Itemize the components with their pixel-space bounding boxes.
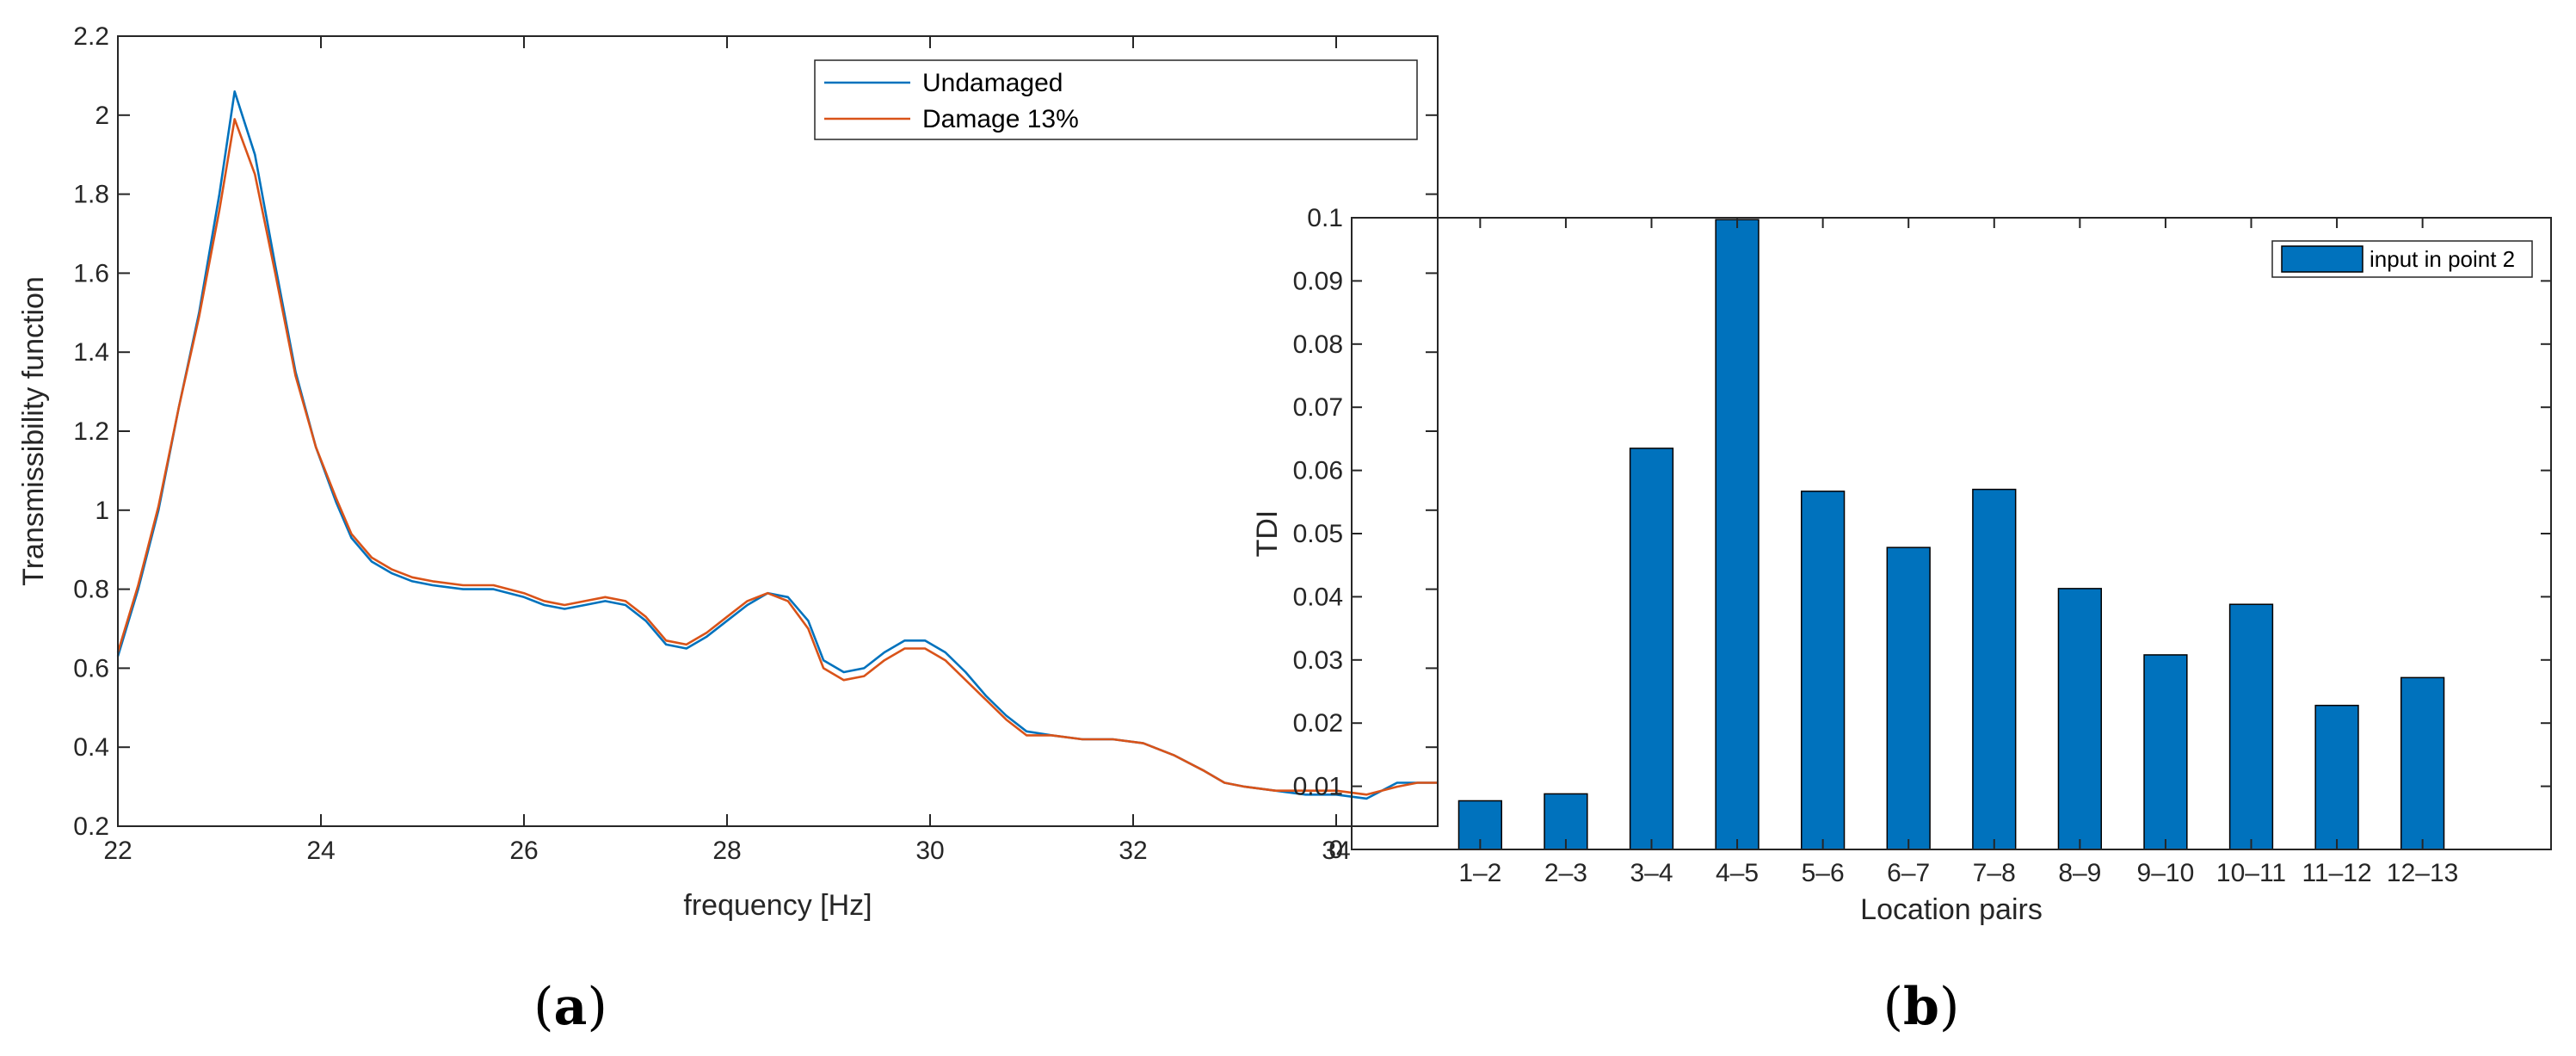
x-tick-label: 22 xyxy=(103,837,132,865)
x-tick-label: 24 xyxy=(306,837,335,865)
y-axis-label: TDI xyxy=(1251,510,1284,558)
x-axis-ticks: 1–2 2–3 3–4 4–5 5–6 6–7 7–8 8–9 9–10 10–11 11–12 12… xyxy=(1458,218,2458,887)
y-tick-label: 0.09 xyxy=(1293,267,1343,295)
y-axis-ticks: 0.2 0.4 0.6 0.8 1 1.2 1.4 1.6 1.8 2 2.2 xyxy=(73,22,1438,841)
y-tick-label: 0.2 xyxy=(73,812,109,841)
legend-swatch xyxy=(2281,245,2363,273)
x-tick-label: 4–5 xyxy=(1716,859,1759,887)
line-series-group xyxy=(116,90,1438,800)
bar-11–12 xyxy=(2314,704,2359,850)
x-axis-ticks: 22 24 26 28 30 32 34 xyxy=(103,36,1351,865)
x-tick-label: 8–9 xyxy=(2058,859,2101,887)
legend-box xyxy=(814,59,1418,140)
series-line-1 xyxy=(116,118,1438,796)
y-axis-label: Transmissibility function xyxy=(17,276,50,586)
x-tick-label: 1–2 xyxy=(1458,859,1501,887)
x-tick-label: 11–12 xyxy=(2302,859,2371,887)
bar-8–9 xyxy=(2057,588,2103,850)
x-tick-label: 3–4 xyxy=(1630,859,1673,887)
y-tick-label: 2.2 xyxy=(73,22,109,51)
panel-label-b: (b) xyxy=(1883,977,1960,1037)
tdi-bar-chart: 1–2 2–3 3–4 4–5 5–6 6–7 7–8 8–9 9–10 10–11 11–12 12… xyxy=(1251,204,2552,1037)
x-tick-label: 10–11 xyxy=(2216,859,2286,887)
legend: Undamaged Damage 13% xyxy=(814,59,1418,140)
x-tick-label: 7–8 xyxy=(1973,859,2016,887)
y-tick-label: 0.6 xyxy=(73,654,109,682)
y-tick-label: 0.8 xyxy=(73,576,109,604)
y-tick-label: 0 xyxy=(1328,836,1343,864)
bar-10–11 xyxy=(2228,603,2274,850)
y-tick-label: 1.8 xyxy=(73,181,109,209)
y-tick-label: 1.4 xyxy=(73,338,109,367)
y-tick-label: 0.04 xyxy=(1293,583,1343,611)
bar-12–13 xyxy=(2400,676,2445,850)
y-tick-label: 0.1 xyxy=(1307,204,1343,232)
bar-9–10 xyxy=(2143,654,2188,850)
y-tick-label: 1 xyxy=(95,497,109,525)
x-tick-label: 26 xyxy=(509,837,538,865)
y-axis-ticks: 0 0.01 0.02 0.03 0.04 0.05 0.06 0.07 0.08 0.09 0.1 xyxy=(1293,204,2551,864)
y-tick-label: 1.6 xyxy=(73,259,109,287)
x-tick-label: 34 xyxy=(1322,837,1350,865)
x-axis-label: frequency [Hz] xyxy=(683,889,872,922)
bar-3–4 xyxy=(1629,448,1674,850)
y-tick-label: 0.07 xyxy=(1293,393,1343,422)
legend-label-undamaged: Undamaged xyxy=(922,69,1063,97)
x-tick-label: 28 xyxy=(712,837,741,865)
legend-label: input in point 2 xyxy=(2370,246,2515,272)
x-tick-label: 30 xyxy=(915,837,944,865)
y-tick-label: 0.06 xyxy=(1293,457,1343,485)
x-tick-label: 12–13 xyxy=(2387,859,2458,887)
bar-series-group xyxy=(1457,219,2445,850)
bar-6–7 xyxy=(1886,547,1931,850)
y-tick-label: 0.01 xyxy=(1293,773,1343,801)
y-tick-label: 0.4 xyxy=(73,733,109,762)
y-tick-label: 0.05 xyxy=(1293,520,1343,548)
x-tick-label: 2–3 xyxy=(1544,859,1587,887)
x-tick-label: 5–6 xyxy=(1802,859,1845,887)
bar-4–5 xyxy=(1715,219,1759,850)
y-tick-label: 0.08 xyxy=(1293,330,1343,359)
legend: input in point 2 xyxy=(2271,240,2533,278)
y-tick-label: 0.02 xyxy=(1293,709,1343,738)
panel-label-a: (a) xyxy=(533,977,607,1037)
x-tick-label: 9–10 xyxy=(2137,859,2195,887)
y-tick-label: 2 xyxy=(95,102,109,130)
x-axis-label: Location pairs xyxy=(1860,893,2043,926)
x-tick-label: 32 xyxy=(1119,837,1147,865)
bar-5–6 xyxy=(1801,491,1846,850)
legend-label-damage: Damage 13% xyxy=(922,105,1079,133)
y-tick-label: 1.2 xyxy=(73,417,109,446)
y-tick-label: 0.03 xyxy=(1293,646,1343,675)
bar-7–8 xyxy=(1972,488,2017,850)
x-tick-label: 6–7 xyxy=(1887,859,1930,887)
